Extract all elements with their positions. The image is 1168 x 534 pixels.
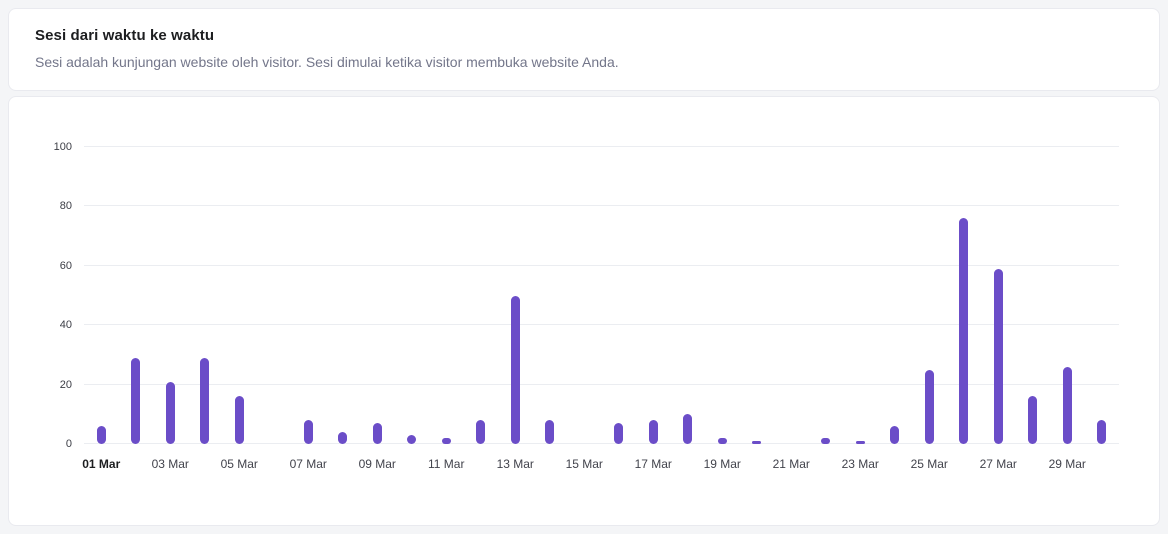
gridline — [84, 383, 1119, 385]
bar-08-mar[interactable] — [338, 432, 348, 444]
x-axis: 01 Mar 03 Mar 05 Mar 07 Mar 09 Mar 11 Mar 13 M… — [82, 444, 1119, 486]
header-card: Sesi dari waktu ke waktu Sesi adalah kun… — [8, 8, 1160, 91]
bar-05-mar[interactable] — [234, 396, 244, 444]
x-axis-tick-label: 01 Mar — [82, 457, 121, 471]
x-axis-tick-label: 05 Mar — [220, 457, 258, 471]
y-axis-tick-label: 20 — [59, 378, 72, 391]
y-axis-tick-label: 0 — [65, 438, 72, 450]
x-axis-tick-label: 13 Mar — [496, 457, 534, 471]
y-axis-tick-label: 80 — [59, 200, 72, 213]
x-axis-tick-label: 17 Mar — [634, 457, 672, 471]
bar-30-mar[interactable] — [1097, 420, 1107, 444]
bar-19-mar[interactable] — [717, 438, 727, 444]
bar-17-mar[interactable] — [648, 420, 658, 444]
bar-18-mar[interactable] — [683, 414, 693, 444]
x-axis-tick-label: 09 Mar — [358, 457, 396, 471]
bar-14-mar[interactable] — [545, 420, 555, 444]
bar-09-mar[interactable] — [372, 423, 382, 444]
x-axis-tick-label: 27 Mar — [979, 457, 1017, 471]
bar-16-mar[interactable] — [614, 423, 624, 444]
x-axis-tick-label: 11 Mar — [428, 457, 465, 471]
plot-area: 0 20 40 60 80 100 — [54, 141, 1119, 450]
bar-03-mar[interactable] — [165, 381, 175, 444]
chart-card: 0 20 40 60 80 100 01 Mar 03 Mar 05 Mar 07 Mar 09 … — [8, 96, 1160, 526]
bar-23-mar[interactable] — [855, 441, 865, 444]
bar-22-mar[interactable] — [821, 438, 831, 444]
bar-10-mar[interactable] — [407, 435, 417, 444]
page-title: Sesi dari waktu ke waktu — [35, 27, 215, 44]
gridline — [84, 146, 1119, 147]
bar-07-mar[interactable] — [303, 420, 313, 444]
bar-27-mar[interactable] — [993, 268, 1003, 444]
bar-12-mar[interactable] — [476, 420, 486, 444]
y-axis-tick-label: 60 — [59, 259, 72, 272]
bar-26-mar[interactable] — [959, 218, 969, 444]
bar-24-mar[interactable] — [890, 426, 900, 444]
bar-13-mar[interactable] — [510, 295, 520, 444]
x-axis-tick-label: 03 Mar — [151, 457, 189, 471]
x-axis-tick-label: 15 Mar — [565, 457, 603, 471]
bar-01-mar[interactable] — [96, 426, 106, 444]
x-axis-tick-label: 21 Mar — [772, 457, 810, 471]
bar-20-mar[interactable] — [752, 441, 762, 444]
bar-04-mar[interactable] — [200, 357, 210, 444]
gridline — [84, 324, 1119, 326]
bar-11-mar[interactable] — [441, 438, 451, 444]
gridline — [84, 443, 1119, 444]
gridline — [84, 205, 1119, 207]
gridline — [84, 264, 1119, 266]
x-axis-tick-label: 19 Mar — [703, 457, 741, 471]
y-axis-tick-label: 40 — [59, 319, 72, 332]
page-subtitle: Sesi adalah kunjungan website oleh visit… — [35, 54, 619, 70]
bar-29-mar[interactable] — [1062, 366, 1072, 444]
y-axis-tick-label: 100 — [53, 141, 72, 153]
bar-28-mar[interactable] — [1028, 396, 1038, 444]
x-axis-tick-label: 29 Mar — [1048, 457, 1086, 471]
bar-25-mar[interactable] — [924, 369, 934, 444]
x-axis-tick-label: 25 Mar — [910, 457, 948, 471]
x-axis-tick-label: 23 Mar — [841, 457, 879, 471]
x-axis-tick-label: 07 Mar — [289, 457, 327, 471]
bar-02-mar[interactable] — [131, 357, 141, 444]
